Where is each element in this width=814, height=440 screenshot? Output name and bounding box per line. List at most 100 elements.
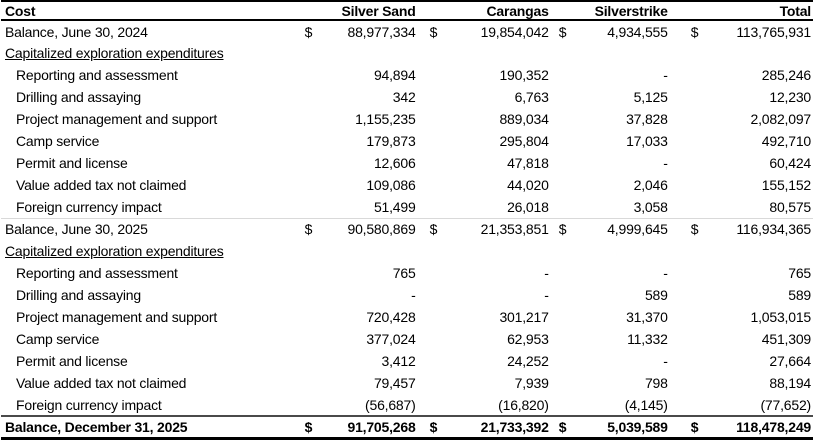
dollar-sign-cell — [551, 152, 581, 174]
dollar-sign-cell: $ — [304, 23, 313, 40]
row-label: Reporting and assessment — [16, 265, 178, 281]
amount-cell: 51,499 — [373, 198, 416, 215]
amount-cell: (56,687) — [365, 396, 416, 413]
amount-cell — [450, 240, 551, 262]
amount-cell: 179,873 — [366, 133, 416, 149]
amount-cell: 27,664 — [769, 353, 811, 369]
dollar-sign-cell — [302, 174, 322, 196]
dollar-sign-cell — [302, 130, 322, 152]
amount-cell: (77,652) — [760, 396, 811, 413]
amount-cell — [322, 42, 418, 64]
dollar-sign-cell — [670, 372, 702, 394]
row-label: Project management and support — [16, 111, 218, 127]
dollar-sign-cell: $ — [301, 415, 322, 440]
amount-cell: 798 — [644, 375, 668, 391]
table-row: Foreign currency impact 51,499 26,018 3,058… — [1, 196, 813, 218]
amount-cell: 1,155,235 — [355, 111, 416, 127]
table-row: Capitalized exploration expenditures — [1, 240, 813, 262]
amount-cell: 720,428 — [366, 309, 416, 325]
dollar-sign-cell: $ — [550, 217, 581, 240]
amount-cell: 62,953 — [507, 331, 549, 347]
amount-cell: - — [663, 155, 668, 171]
dollar-sign-cell — [670, 108, 702, 130]
amount-cell: - — [663, 67, 668, 83]
amount-cell: 377,024 — [366, 331, 416, 347]
dollar-sign-cell — [418, 174, 450, 196]
dollar-sign-cell — [670, 196, 702, 218]
dollar-sign-cell — [302, 108, 322, 130]
amount-cell: 88,977,334 — [347, 23, 416, 40]
dollar-sign-cell — [551, 394, 581, 416]
amount-cell: 295,804 — [499, 133, 549, 149]
amount-cell — [702, 240, 813, 262]
column-header-carangas: Carangas — [417, 1, 551, 21]
dollar-sign-cell — [670, 174, 702, 196]
dollar-sign-cell — [670, 64, 702, 86]
dollar-sign-cell — [418, 394, 450, 416]
amount-cell — [322, 240, 418, 262]
dollar-sign-cell — [670, 42, 702, 64]
dollar-sign-cell — [551, 284, 581, 306]
table-row: Project management and support 1,155,235 8… — [1, 108, 813, 130]
amount-cell: 31,370 — [626, 309, 668, 325]
dollar-sign-cell — [302, 152, 322, 174]
dollar-sign-cell — [670, 86, 702, 108]
amount-cell: 285,246 — [761, 67, 811, 83]
amount-cell: (4,145) — [624, 396, 668, 413]
dollar-sign-cell: $ — [417, 415, 450, 440]
amount-cell: - — [544, 287, 549, 303]
row-label: Balance, June 30, 2024 — [5, 23, 148, 40]
amount-cell: 11,332 — [627, 331, 668, 347]
amount-cell: - — [544, 265, 549, 281]
row-label: Drilling and assaying — [16, 287, 141, 303]
amount-cell: 113,765,931 — [736, 23, 811, 40]
dollar-sign-cell — [670, 284, 702, 306]
table-row: Foreign currency impact (56,687) (16,820) (… — [1, 394, 813, 416]
amount-cell: 26,018 — [507, 198, 549, 215]
amount-cell — [450, 42, 551, 64]
dollar-sign-cell — [670, 130, 702, 152]
table-row: Value added tax not claimed 109,086 44,020… — [1, 174, 813, 196]
dollar-sign-cell — [418, 64, 450, 86]
amount-cell: 155,152 — [761, 177, 811, 193]
dollar-sign-cell — [302, 394, 322, 416]
amount-cell: 301,217 — [499, 309, 549, 325]
dollar-sign-cell — [302, 64, 322, 86]
amount-cell: 47,818 — [507, 155, 549, 171]
row-label: Permit and license — [16, 353, 128, 369]
amount-cell: 765 — [788, 265, 811, 281]
amount-cell: 17,033 — [626, 133, 668, 149]
column-header-total: Total — [669, 1, 813, 21]
dollar-sign-cell — [418, 152, 450, 174]
dollar-sign-cell — [551, 350, 581, 372]
dollar-sign-cell — [670, 306, 702, 328]
dollar-sign-cell — [418, 306, 450, 328]
dollar-sign-cell — [418, 372, 450, 394]
dollar-sign-cell — [302, 42, 322, 64]
table-row: Capitalized exploration expenditures — [1, 42, 813, 64]
dollar-sign-cell — [418, 350, 450, 372]
dollar-sign-cell — [418, 284, 450, 306]
amount-cell: 3,058 — [633, 198, 668, 215]
table-row: Permit and license 12,606 47,818 - 60,424 — [1, 152, 813, 174]
amount-cell: 88,194 — [769, 375, 811, 391]
dollar-sign-cell: $ — [558, 23, 567, 40]
dollar-sign-cell — [302, 372, 322, 394]
amount-cell: 1,053,015 — [750, 309, 812, 325]
amount-cell: - — [663, 353, 668, 369]
table-row: Balance, December 31, 2025 $91,705,268 $21… — [1, 415, 813, 440]
amount-cell: 589 — [788, 287, 811, 303]
dollar-sign-cell — [302, 240, 322, 262]
dollar-sign-cell: $ — [417, 217, 450, 240]
amount-cell: 4,934,555 — [607, 23, 668, 40]
amount-cell: 118,478,249 — [701, 415, 813, 440]
dollar-sign-cell — [418, 240, 450, 262]
table-row: Reporting and assessment 765 - - 765 — [1, 262, 813, 284]
dollar-sign-cell: $ — [690, 23, 699, 40]
row-label: Foreign currency impact — [16, 396, 162, 413]
amount-cell: 2,082,097 — [750, 111, 812, 127]
amount-cell: 342 — [392, 89, 416, 105]
dollar-sign-cell — [302, 306, 322, 328]
dollar-sign-cell — [670, 328, 702, 350]
